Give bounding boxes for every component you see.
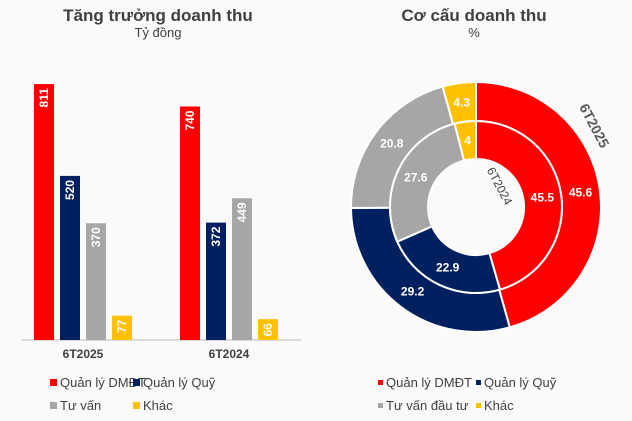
donut-slice-6T2024-0 xyxy=(475,119,563,291)
legend-swatch xyxy=(476,380,481,385)
bar-value-label: 740 xyxy=(183,110,197,130)
legend-label: Khác xyxy=(143,398,173,413)
donut-value-label: 27.6 xyxy=(404,171,428,185)
bar-value-label: 66 xyxy=(261,323,275,337)
donut-value-label: 20.8 xyxy=(380,136,404,150)
pie-legend-item-tuvan: Tư vấn đầu tư xyxy=(378,398,468,413)
donut-value-label: 45.5 xyxy=(531,191,555,205)
category-label: 6T2025 xyxy=(63,347,104,361)
category-label: 6T2024 xyxy=(209,347,250,361)
bar-0-0 xyxy=(34,84,54,340)
bar-0-2 xyxy=(86,223,106,340)
bar-1-2 xyxy=(232,198,252,340)
legend-label: Tư vấn xyxy=(60,398,102,413)
donut-value-label: 22.9 xyxy=(436,261,460,275)
legend-swatch xyxy=(476,403,481,408)
legend-swatch xyxy=(133,402,140,409)
legend-label: Tư vấn đầu tư xyxy=(386,398,469,413)
legend-label: Quản lý Quỹ xyxy=(484,375,557,390)
donut-value-label: 4 xyxy=(464,134,471,148)
legend-item-khac: Khác xyxy=(133,398,173,413)
bar-value-label: 370 xyxy=(89,227,103,247)
legend-label: Quản lý Quỹ xyxy=(143,375,216,390)
legend-swatch xyxy=(378,380,383,385)
legend-label: Quản lý DMĐT xyxy=(386,375,472,390)
pie-chart-subtitle: % xyxy=(468,25,480,40)
pie-legend-item-khac: Khác xyxy=(476,398,514,413)
donut-value-label: 4.3 xyxy=(453,95,470,109)
bar-1-0 xyxy=(180,106,200,340)
legend-swatch xyxy=(50,402,57,409)
legend-item-quy: Quản lý Quỹ xyxy=(133,375,215,390)
bar-chart-subtitle: Tỷ đồng xyxy=(134,25,182,40)
legend-swatch xyxy=(133,379,140,386)
bar-value-label: 520 xyxy=(63,180,77,200)
legend-label: Khác xyxy=(484,398,514,413)
pie-chart-title: Cơ cấu doanh thu xyxy=(401,6,547,25)
pie-legend-item-dmdt: Quản lý DMĐT xyxy=(378,375,472,390)
bar-value-label: 372 xyxy=(209,226,223,246)
donut-value-label: 29.2 xyxy=(401,284,425,298)
bar-value-label: 449 xyxy=(235,202,249,222)
donut-slice-6T2024-2 xyxy=(389,122,466,243)
donut-slice-6T2024-3 xyxy=(453,119,477,162)
bar-value-label: 811 xyxy=(37,88,51,108)
legend-label: Quản lý DMĐT xyxy=(60,375,146,390)
legend-swatch xyxy=(378,403,383,408)
bar-0-1 xyxy=(60,175,80,340)
legend-item-dmdt: Quản lý DMĐT xyxy=(50,375,146,390)
bar-1-3 xyxy=(258,319,278,340)
bar-0-3 xyxy=(112,315,132,340)
pie-legend-item-quy: Quản lý Quỹ xyxy=(476,375,556,390)
legend-swatch xyxy=(50,379,57,386)
legend-item-tuvan: Tư vấn xyxy=(50,398,101,413)
donut-slice-6T2024-1 xyxy=(395,225,502,294)
bar-value-label: 77 xyxy=(115,319,129,333)
donut-value-label: 45.6 xyxy=(569,186,593,200)
bar-1-1 xyxy=(206,222,226,340)
bar-chart-title: Tăng trưởng doanh thu xyxy=(63,6,253,25)
